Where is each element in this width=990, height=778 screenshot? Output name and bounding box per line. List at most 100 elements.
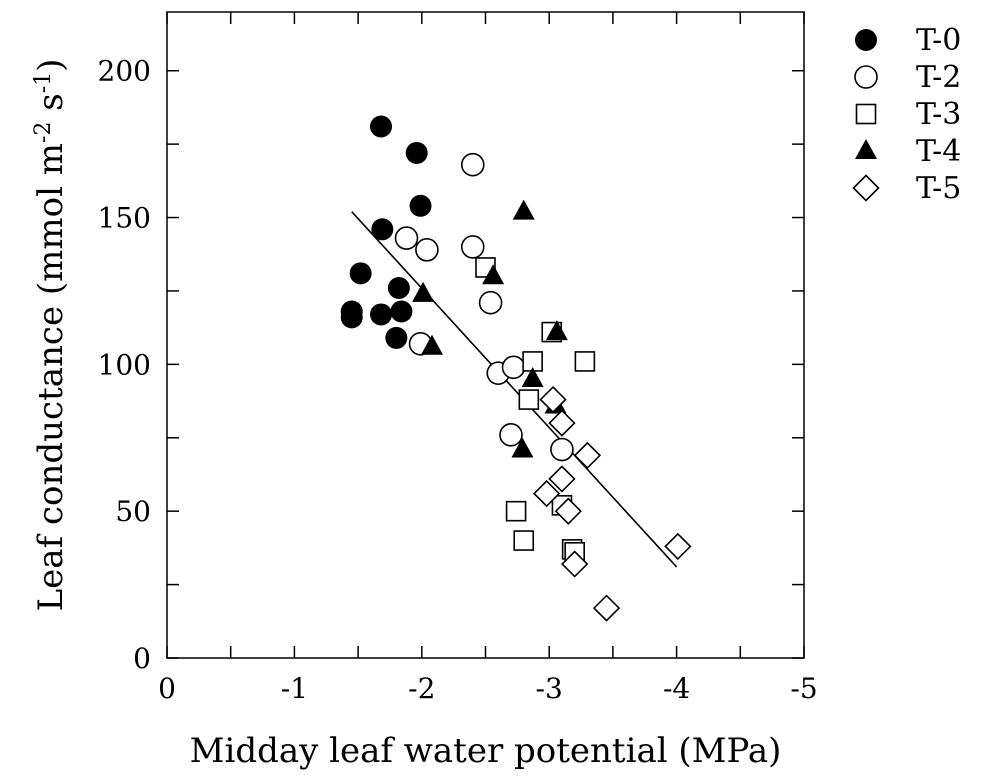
legend-label: T-3 [916,97,961,132]
data-point [349,262,372,285]
marker-diamond-open [548,465,576,493]
marker-circle-filled [371,218,394,241]
marker-circle-open [460,152,485,177]
legend-marker [852,174,880,202]
legend-marker [855,139,877,159]
legend-marker [854,65,878,89]
data-point [664,532,692,561]
marker-circle-filled [370,303,393,326]
data-points [340,115,692,622]
marker-square-open [513,530,535,551]
marker-circle-filled [409,194,432,217]
legend: T-0T-2T-3T-4T-5 [852,23,961,206]
marker-circle-open [394,226,419,250]
data-point [499,423,523,447]
marker-triangle-filled [545,320,568,341]
plot-frame [166,11,805,659]
data-point [512,199,535,220]
data-point [573,441,602,470]
marker-square-open [574,351,596,372]
legend-item-t-4: T-4 [855,134,961,169]
marker-triangle-filled [482,264,505,285]
marker-diamond-open [592,594,621,622]
series-t-2 [394,152,574,462]
data-point [533,479,561,508]
marker-diamond-open [533,479,561,508]
legend-item-t-0: T-0 [855,23,961,58]
y-axis-title: Leaf conductance (mmol m-2 s-1) [31,59,72,612]
data-point [415,238,439,262]
data-point [511,437,534,458]
x-tick-label: -2 [408,672,435,705]
y-axis-title-sup2: -1 [31,72,56,93]
data-point [420,334,443,355]
legend-item-t-5: T-5 [852,171,961,206]
data-point [548,465,576,493]
legend-label: T-5 [916,171,961,206]
data-point [394,226,419,250]
axis-ticks [166,12,805,659]
y-axis-title-main: Leaf conductance (mmol m [31,143,71,611]
legend-label: T-4 [916,134,961,169]
marker-diamond-open [573,441,602,470]
y-tick-label: 100 [98,348,151,381]
regression-line [351,211,678,568]
data-point [340,306,363,329]
x-tick-label: 0 [158,672,176,705]
marker-circle-filled [370,115,393,138]
x-axis-title: Midday leaf water potential (MPa) [190,731,782,771]
marker-circle-filled [855,29,877,51]
data-point [561,550,589,578]
data-point [460,235,485,259]
marker-circle-open [550,437,574,462]
data-point [592,594,621,622]
marker-diamond-open [561,550,589,578]
data-point [518,389,540,410]
marker-circle-filled [349,262,372,285]
marker-triangle-filled [511,437,534,458]
legend-label: T-2 [916,60,961,95]
marker-circle-open [460,235,485,259]
marker-square-open [505,500,527,522]
x-tick-label: -3 [536,672,563,705]
data-point [371,218,394,241]
y-tick-label: 200 [98,55,151,88]
data-point [539,385,567,414]
y-axis-title-end: ) [31,59,71,72]
marker-circle-open [478,290,503,315]
data-point [482,264,505,285]
marker-circle-open [501,355,526,380]
legend-item-t-2: T-2 [854,60,961,95]
marker-circle-filled [385,326,408,349]
data-point [405,141,428,164]
data-point [385,326,408,349]
marker-circle-filled [340,306,363,329]
series-t-0 [340,115,432,349]
data-point [478,290,503,315]
legend-label: T-0 [916,23,961,58]
marker-triangle-filled [855,139,877,159]
data-point [505,500,527,522]
data-point [554,497,582,525]
data-point [574,351,596,372]
data-point [460,152,485,177]
x-tick-label: -4 [663,672,690,705]
series-t-5 [533,385,692,622]
data-point [501,355,526,380]
marker-triangle-filled [412,281,435,302]
data-point [545,320,568,341]
legend-marker [855,103,877,125]
legend-marker [855,29,877,51]
y-tick-labels: 0 50 100 150 200 [98,55,151,675]
x-tick-label: -5 [790,672,817,705]
y-tick-label: 150 [98,202,151,235]
y-tick-label: 50 [115,495,151,528]
y-axis-title-sup1: -2 [31,122,56,143]
marker-circle-open [499,423,523,447]
marker-diamond-open [554,497,582,525]
marker-circle-filled [387,277,410,300]
legend-item-t-3: T-3 [855,97,961,132]
marker-circle-filled [390,300,413,323]
marker-diamond-open [852,174,880,202]
